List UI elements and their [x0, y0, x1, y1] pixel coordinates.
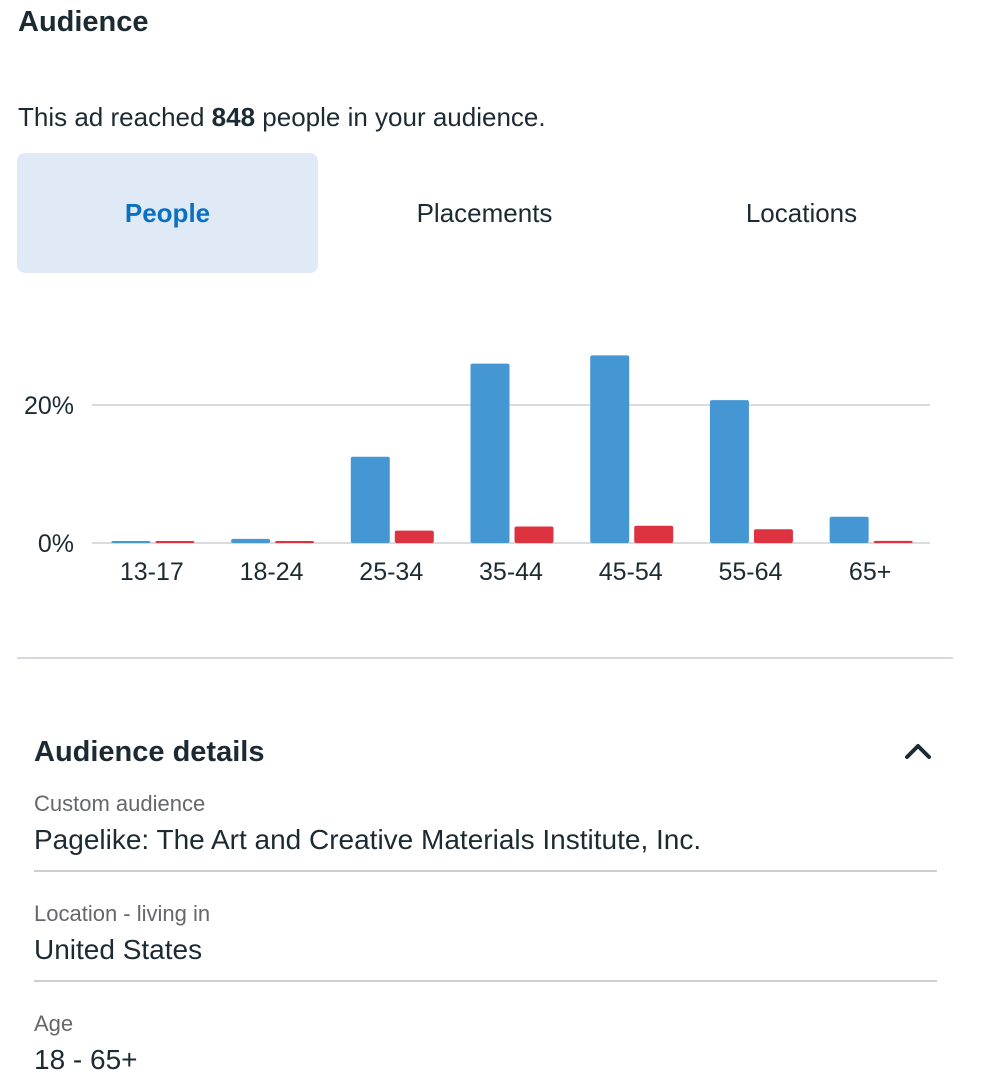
- chevron-up-icon: [905, 744, 931, 759]
- x-tick-label: 13-17: [120, 558, 184, 586]
- audience-details-toggle[interactable]: Audience details: [34, 730, 938, 776]
- reach-summary: This ad reached 848 people in your audie…: [18, 100, 546, 134]
- bar-13-17-series-1[interactable]: [111, 541, 151, 543]
- x-tick-label: 55-64: [718, 558, 782, 586]
- x-tick-label: 45-54: [599, 558, 663, 586]
- bar-45-54-series-2[interactable]: [634, 525, 674, 543]
- detail-value: United States: [34, 934, 203, 965]
- bar-25-34-series-2[interactable]: [394, 530, 434, 543]
- bar-55-64-series-2[interactable]: [753, 529, 793, 543]
- tab-placements[interactable]: Placements: [416, 197, 553, 228]
- detail-value: Pagelike: The Art and Creative Materials…: [34, 824, 702, 855]
- reach-prefix: This ad reached: [18, 102, 212, 132]
- detail-label: Age: [34, 1011, 74, 1036]
- section-divider: [17, 657, 953, 659]
- detail-custom-audience: Custom audience Pagelike: The Art and Cr…: [34, 790, 937, 872]
- y-tick-label: 0%: [38, 530, 74, 558]
- reach-suffix: people in your audience.: [255, 102, 546, 132]
- detail-label: Location - living in: [34, 901, 211, 926]
- tab-people[interactable]: People: [17, 153, 318, 273]
- x-tick-label: 35-44: [479, 558, 543, 586]
- audience-details-title: Audience details: [34, 736, 265, 768]
- y-tick-label: 20%: [24, 392, 74, 420]
- section-title: Audience: [18, 6, 149, 38]
- bar-35-44-series-2[interactable]: [514, 526, 554, 543]
- detail-value: 18 - 65+: [34, 1044, 138, 1075]
- bar-25-34-series-1[interactable]: [350, 456, 390, 543]
- bar-18-24-series-2[interactable]: [275, 541, 315, 543]
- bar-65+-series-1[interactable]: [829, 516, 869, 543]
- bar-65+-series-2[interactable]: [873, 540, 913, 543]
- bar-35-44-series-1[interactable]: [470, 363, 510, 543]
- bar-55-64-series-1[interactable]: [709, 400, 749, 543]
- bar-45-54-series-1[interactable]: [590, 355, 630, 543]
- detail-age: Age 18 - 65+: [34, 1010, 937, 1080]
- bar-18-24-series-1[interactable]: [231, 538, 271, 543]
- detail-label: Custom audience: [34, 791, 206, 816]
- audience-tabs: People Placements Locations: [17, 153, 969, 273]
- tab-locations[interactable]: Locations: [745, 197, 858, 228]
- age-gender-chart: 0% 20% 13-17 18-24 25-34 35-44 45-54 55-64 65+: [0, 320, 982, 620]
- reach-count: 848: [211, 102, 256, 132]
- bar-chart-svg: 0% 20% 13-17 18-24 25-34 35-44 45-54 55-64 65+: [24, 355, 930, 586]
- bar-13-17-series-2[interactable]: [155, 541, 195, 543]
- x-tick-label: 65+: [849, 558, 891, 586]
- x-tick-label: 18-24: [240, 558, 304, 586]
- x-tick-label: 25-34: [359, 558, 423, 586]
- detail-location: Location - living in United States: [34, 900, 937, 982]
